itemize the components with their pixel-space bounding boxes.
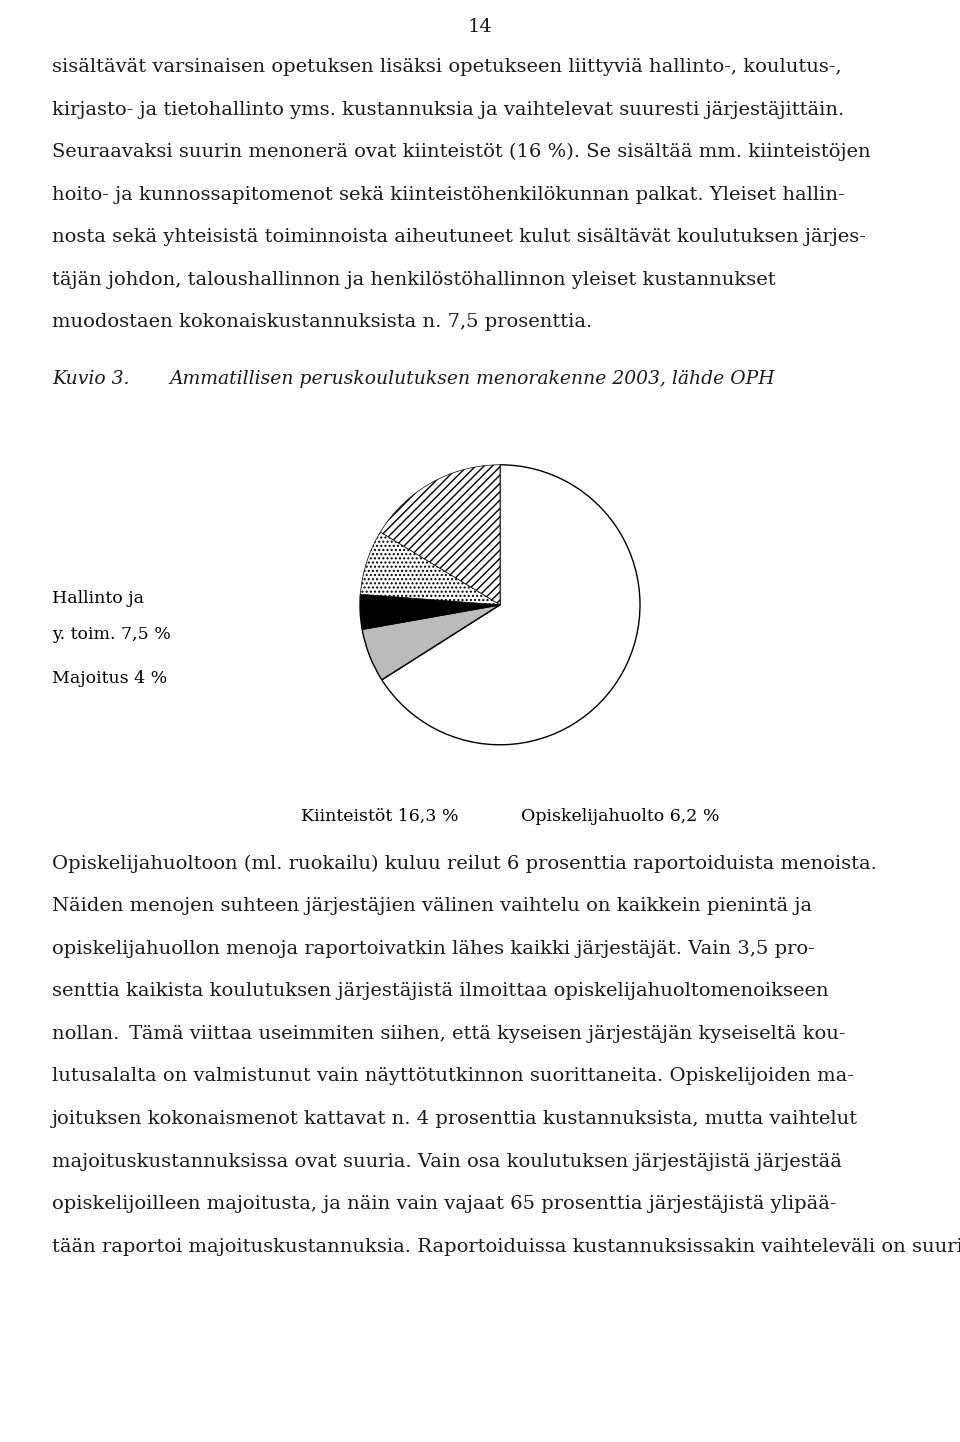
Text: opiskelijahuollon menoja raportoivatkin lähes kaikki järjestäjät. Vain 3,5 pro-: opiskelijahuollon menoja raportoivatkin … (52, 940, 815, 957)
Text: y. toim. 7,5 %: y. toim. 7,5 % (52, 626, 171, 643)
Text: senttia kaikista koulutuksen järjestäjistä ilmoittaa opiskelijahuoltomenoikseen: senttia kaikista koulutuksen järjestäjis… (52, 982, 828, 1001)
Wedge shape (380, 464, 500, 604)
Text: nosta sekä yhteisistä toiminnoista aiheutuneet kulut sisältävät koulutuksen järj: nosta sekä yhteisistä toiminnoista aiheu… (52, 228, 866, 247)
Text: Opetusmenot 66 %: Opetusmenot 66 % (436, 516, 604, 534)
Wedge shape (382, 464, 640, 744)
Text: Majoitus 4 %: Majoitus 4 % (52, 669, 167, 686)
Text: lutusalalta on valmistunut vain näyttötutkinnon suorittaneita. Opiskelijoiden ma: lutusalalta on valmistunut vain näyttötu… (52, 1067, 853, 1086)
Text: täjän johdon, taloushallinnon ja henkilöstöhallinnon yleiset kustannukset: täjän johdon, taloushallinnon ja henkilö… (52, 271, 776, 288)
Text: Kiinteistöt 16,3 %: Kiinteistöt 16,3 % (301, 808, 459, 825)
Text: kirjasto- ja tietohallinto yms. kustannuksia ja vaihtelevat suuresti järjestäjit: kirjasto- ja tietohallinto yms. kustannu… (52, 101, 844, 118)
Text: Opiskelijahuoltoon (ml. ruokailu) kuluu reilut 6 prosenttia raportoiduista menoi: Opiskelijahuoltoon (ml. ruokailu) kuluu … (52, 855, 876, 872)
Text: muodostaen kokonaiskustannuksista n. 7,5 prosenttia.: muodostaen kokonaiskustannuksista n. 7,5… (52, 313, 592, 332)
Text: opiskelijoilleen majoitusta, ja näin vain vajaat 65 prosenttia järjestäjistä yli: opiskelijoilleen majoitusta, ja näin vai… (52, 1195, 836, 1213)
Text: hoito- ja kunnossapitomenot sekä kiinteistöhenkilökunnan palkat. Yleiset hallin-: hoito- ja kunnossapitomenot sekä kiintei… (52, 186, 845, 203)
Text: nollan. Tämä viittaa useimmiten siihen, että kyseisen järjestäjän kyseiseltä kou: nollan. Tämä viittaa useimmiten siihen, … (52, 1025, 846, 1043)
Text: 14: 14 (468, 17, 492, 36)
Text: tään raportoi majoituskustannuksia. Raportoiduissa kustannuksissakin vaihteleväl: tään raportoi majoituskustannuksia. Rapo… (52, 1237, 960, 1256)
Wedge shape (360, 594, 500, 629)
Text: Hallinto ja: Hallinto ja (52, 590, 144, 607)
Text: sisältävät varsinaisen opetuksen lisäksi opetukseen liittyviä hallinto-, koulutu: sisältävät varsinaisen opetuksen lisäksi… (52, 58, 842, 76)
Text: Opiskelijahuolto 6,2 %: Opiskelijahuolto 6,2 % (520, 808, 719, 825)
Text: Seuraavaksi suurin menonerä ovat kiinteistöt (16 %). Se sisältää mm. kiinteistöj: Seuraavaksi suurin menonerä ovat kiintei… (52, 143, 871, 162)
Text: Ammatillisen peruskoulutuksen menorakenne 2003, lähde OPH: Ammatillisen peruskoulutuksen menorakenn… (170, 369, 776, 388)
Text: Näiden menojen suhteen järjestäjien välinen vaihtelu on kaikkein pienintä ja: Näiden menojen suhteen järjestäjien väli… (52, 897, 812, 916)
Wedge shape (360, 532, 500, 604)
Text: joituksen kokonaismenot kattavat n. 4 prosenttia kustannuksista, mutta vaihtelut: joituksen kokonaismenot kattavat n. 4 pr… (52, 1110, 858, 1128)
Text: majoituskustannuksissa ovat suuria. Vain osa koulutuksen järjestäjistä järjestää: majoituskustannuksissa ovat suuria. Vain… (52, 1152, 842, 1171)
Wedge shape (362, 604, 500, 679)
Text: Kuvio 3.: Kuvio 3. (52, 369, 130, 388)
